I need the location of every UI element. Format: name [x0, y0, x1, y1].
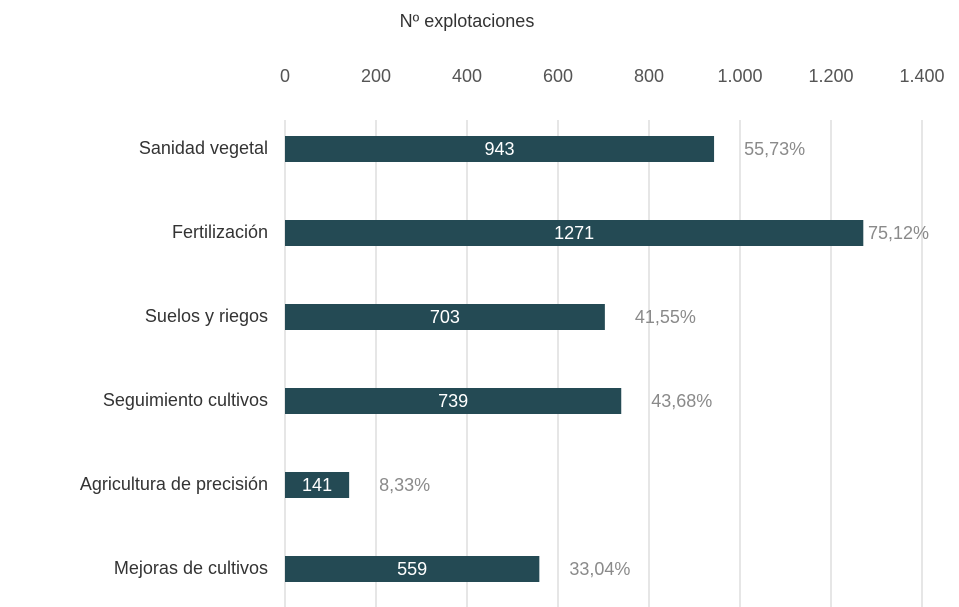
- share-label: 8,33%: [379, 475, 430, 495]
- y-tick-label: Sanidad vegetal: [139, 138, 268, 158]
- share-label: 33,04%: [569, 559, 630, 579]
- bar: [285, 304, 605, 330]
- x-tick-label: 800: [634, 66, 664, 86]
- bar: [285, 136, 715, 162]
- bar-value-label: 1271: [554, 223, 594, 243]
- x-tick-label: 200: [361, 66, 391, 86]
- bar: [285, 472, 350, 498]
- bar: [285, 388, 622, 414]
- bar: [285, 220, 864, 246]
- bar-value-label: 739: [438, 391, 468, 411]
- x-tick-label: 0: [280, 66, 290, 86]
- bar-value-label: 141: [302, 475, 332, 495]
- x-tick-label: 400: [452, 66, 482, 86]
- y-tick-label: Fertilización: [172, 222, 268, 242]
- axis-title: Nº explotaciones: [400, 11, 535, 31]
- share-label: 75,12%: [868, 223, 929, 243]
- bar-value-label: 703: [430, 307, 460, 327]
- bar-value-label: 943: [485, 139, 515, 159]
- share-label: 43,68%: [651, 391, 712, 411]
- x-tick-label: 1.000: [717, 66, 762, 86]
- share-label: 41,55%: [635, 307, 696, 327]
- bar: [285, 556, 540, 582]
- share-label: 55,73%: [744, 139, 805, 159]
- x-tick-label: 1.400: [899, 66, 944, 86]
- x-tick-label: 1.200: [808, 66, 853, 86]
- x-tick-label: 600: [543, 66, 573, 86]
- y-tick-label: Seguimiento cultivos: [103, 390, 268, 410]
- y-tick-label: Suelos y riegos: [145, 306, 268, 326]
- y-tick-label: Mejoras de cultivos: [114, 558, 268, 578]
- y-tick-label: Agricultura de precisión: [80, 474, 268, 494]
- bar-value-label: 559: [397, 559, 427, 579]
